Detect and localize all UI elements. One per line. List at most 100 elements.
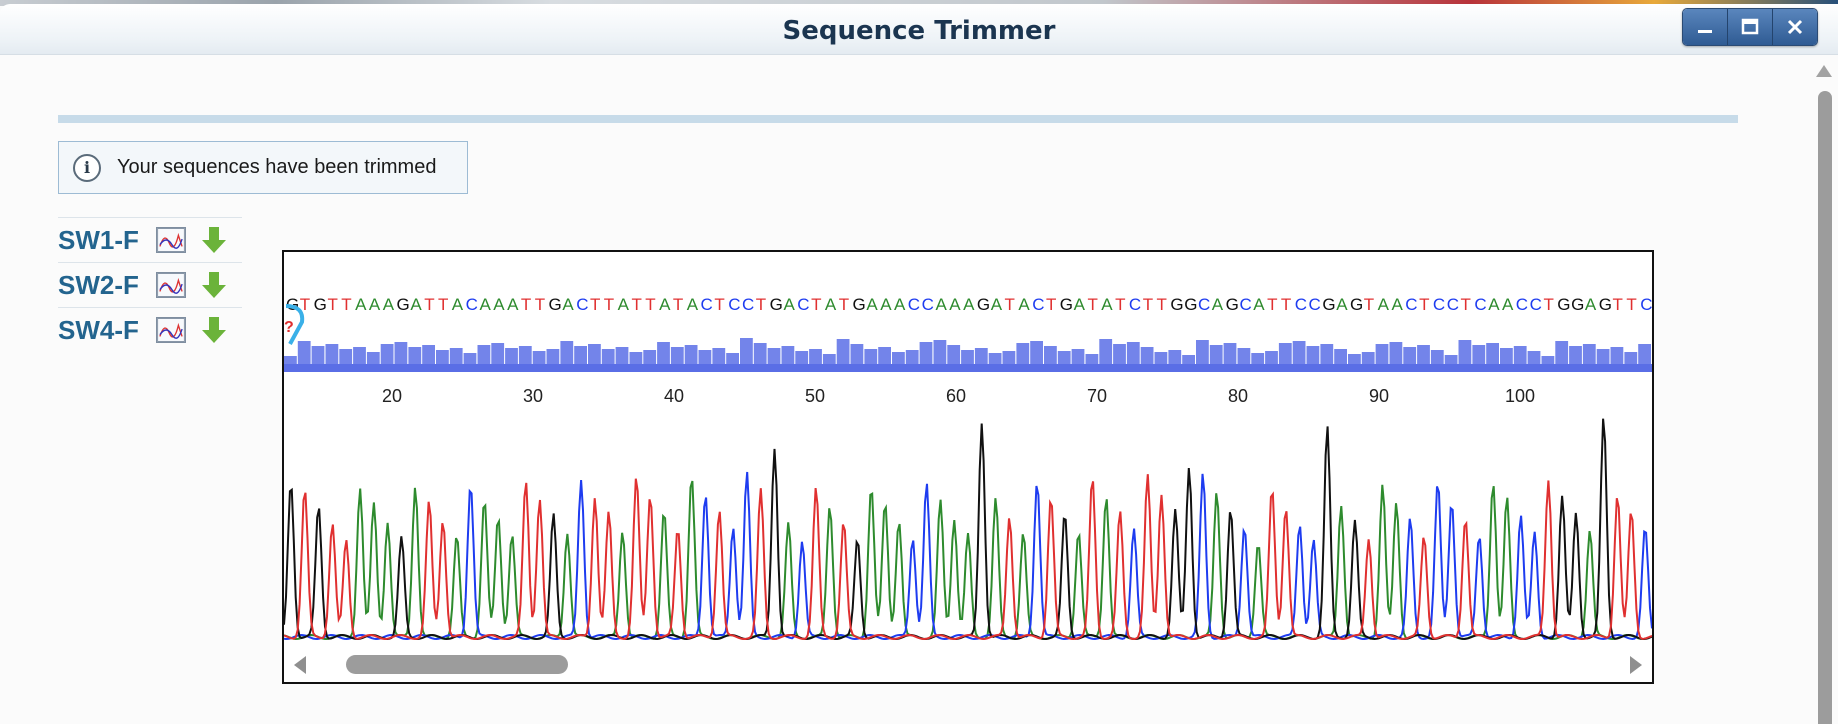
position-labels: 203040506070809010011 — [382, 386, 1652, 406]
base-call: C — [1433, 295, 1445, 314]
base-call: T — [714, 295, 724, 314]
base-call: A — [784, 295, 796, 314]
base-call: C — [1129, 295, 1141, 314]
sequence-item-sw4-f: SW4-F — [58, 307, 242, 352]
base-call: T — [1626, 295, 1636, 314]
base-call: T — [1046, 295, 1056, 314]
position-label: 50 — [805, 386, 825, 406]
base-call: G — [1060, 295, 1073, 314]
base-call: G — [1170, 295, 1183, 314]
base-call: A — [659, 295, 671, 314]
base-call: T — [1281, 295, 1291, 314]
download-icon[interactable] — [200, 315, 228, 345]
base-call: A — [562, 295, 574, 314]
base-call: C — [1447, 295, 1459, 314]
chromatogram-icon[interactable] — [156, 227, 186, 253]
base-call: G — [1571, 295, 1584, 314]
base-call: C — [728, 295, 740, 314]
base-call: C — [742, 295, 754, 314]
sequence-list: SW1-F SW2-F SW4-F — [58, 217, 242, 352]
base-call: T — [1088, 295, 1098, 314]
base-call: C — [1516, 295, 1528, 314]
quality-bars — [284, 338, 1652, 372]
quality-bar — [836, 339, 850, 372]
horizontal-scroll-thumb[interactable] — [346, 655, 568, 674]
position-label: 40 — [664, 386, 684, 406]
sequence-item-sw2-f: SW2-F — [58, 262, 242, 307]
base-call: C — [1295, 295, 1307, 314]
base-call: T — [1364, 295, 1374, 314]
close-icon — [1787, 19, 1803, 35]
progress-bar — [58, 115, 1738, 123]
base-call: A — [825, 295, 837, 314]
base-call: T — [535, 295, 545, 314]
maximize-button[interactable] — [1728, 9, 1773, 45]
base-call: T — [839, 295, 849, 314]
base-call: G — [1184, 295, 1197, 314]
base-call: T — [811, 295, 821, 314]
horizontal-scrollbar[interactable] — [284, 646, 1652, 682]
vertical-scrollbar[interactable] — [1810, 55, 1838, 724]
chromatogram-icon[interactable] — [156, 317, 186, 343]
base-call: T — [300, 295, 310, 314]
base-call: G — [1226, 295, 1239, 314]
base-call: C — [797, 295, 809, 314]
position-label: 60 — [946, 386, 966, 406]
info-icon: i — [73, 153, 101, 182]
trace-a — [284, 480, 1652, 641]
base-call: A — [452, 295, 464, 314]
sequence-name[interactable]: SW4-F — [58, 314, 139, 345]
close-button[interactable] — [1773, 9, 1817, 45]
base-call: A — [507, 295, 519, 314]
minimize-button[interactable] — [1683, 9, 1728, 45]
download-icon[interactable] — [200, 225, 228, 255]
base-call: A — [880, 295, 892, 314]
base-call: C — [1309, 295, 1321, 314]
vertical-scroll-thumb[interactable] — [1818, 91, 1832, 724]
position-label: 20 — [382, 386, 402, 406]
base-call: T — [1613, 295, 1623, 314]
base-call: A — [1212, 295, 1224, 314]
window-title: Sequence Trimmer — [782, 16, 1056, 46]
base-call: T — [756, 295, 766, 314]
trace-lines — [284, 418, 1652, 641]
base-call: A — [991, 295, 1003, 314]
base-call: T — [438, 295, 448, 314]
trim-marker-label: ? — [284, 319, 294, 336]
scroll-left-arrow-icon[interactable] — [294, 656, 306, 674]
base-call: A — [687, 295, 699, 314]
base-call: C — [466, 295, 478, 314]
title-bar[interactable]: Sequence Trimmer — [0, 4, 1838, 55]
base-call: G — [549, 295, 562, 314]
base-call: T — [1143, 295, 1153, 314]
trim-marker[interactable]: ? — [284, 304, 305, 345]
base-call: A — [383, 295, 395, 314]
sequence-name[interactable]: SW2-F — [58, 269, 139, 300]
chromatogram-icon[interactable] — [156, 272, 186, 298]
base-call: A — [936, 295, 948, 314]
base-call: C — [1240, 295, 1252, 314]
base-call: C — [922, 295, 934, 314]
base-call: A — [1074, 295, 1086, 314]
quality-baseline — [284, 364, 1652, 372]
scroll-up-arrow-icon[interactable] — [1816, 65, 1832, 77]
base-call: A — [1585, 295, 1597, 314]
sequence-name[interactable]: SW1-F — [58, 224, 139, 255]
trace-c — [284, 471, 1652, 641]
base-call: T — [590, 295, 600, 314]
scroll-right-arrow-icon[interactable] — [1630, 656, 1642, 674]
position-label: 30 — [523, 386, 543, 406]
download-icon[interactable] — [200, 270, 228, 300]
base-call: T — [645, 295, 655, 314]
base-call: T — [424, 295, 434, 314]
base-call: C — [1474, 295, 1486, 314]
base-call: C — [701, 295, 713, 314]
base-call: T — [1461, 295, 1471, 314]
base-call: G — [1322, 295, 1335, 314]
base-call: T — [604, 295, 614, 314]
base-call: A — [369, 295, 381, 314]
quality-bar — [1099, 339, 1113, 372]
